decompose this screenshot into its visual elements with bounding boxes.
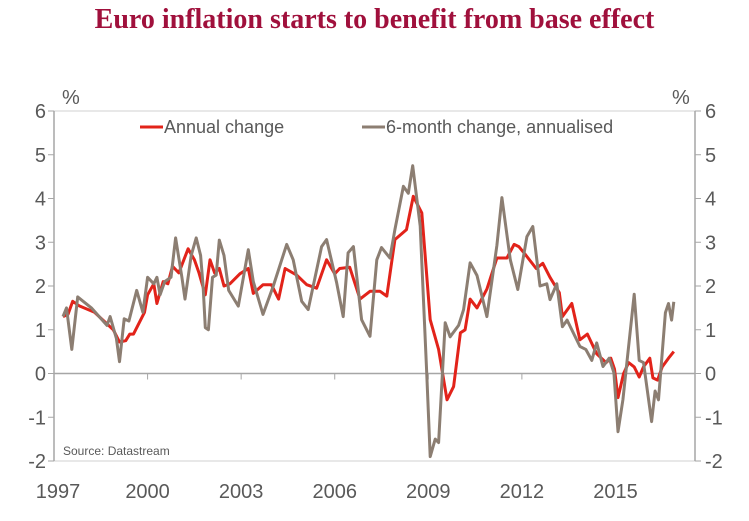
y-tick-label-left: -2 (28, 451, 46, 473)
y-tick-label-left: -1 (28, 407, 46, 429)
y-tick-label-left: 4 (35, 189, 46, 211)
series-line-annual-change (62, 194, 675, 402)
x-tick-label: 2000 (125, 481, 170, 503)
x-tick-label: 2003 (219, 481, 264, 503)
y-tick-label-left: 1 (35, 320, 46, 342)
legend-label-annual: Annual change (164, 117, 284, 137)
y-tick-label-right: 5 (705, 145, 716, 167)
y-tick-label-right: 3 (705, 232, 716, 254)
x-tick-label: 2009 (406, 481, 451, 503)
y-tick-label-right: -2 (705, 451, 723, 473)
y-tick-label-left: 5 (35, 145, 46, 167)
y-tick-label-right: 2 (705, 276, 716, 298)
x-tick-label: 2006 (312, 481, 357, 503)
y-tick-label-left: 2 (35, 276, 46, 298)
x-tick-label: 2015 (593, 481, 638, 503)
y-tick-label-right: 4 (705, 189, 716, 211)
right-axis-unit: % (672, 87, 690, 109)
legend: Annual change 6-month change, annualised (140, 117, 613, 137)
x-tick-label: 1997 (36, 481, 81, 503)
y-tick-label-right: 0 (705, 364, 716, 386)
series-line-six-month-change (61, 164, 676, 459)
y-tick-label-right: 1 (705, 320, 716, 342)
y-tick-label-left: 0 (35, 364, 46, 386)
y-tick-label-right: -1 (705, 407, 723, 429)
series-lines (61, 164, 676, 459)
chart-title: Euro inflation starts to benefit from ba… (94, 4, 655, 35)
y-tick-label-left: 3 (35, 232, 46, 254)
legend-label-six-month: 6-month change, annualised (386, 117, 613, 137)
x-tick-label: 2012 (500, 481, 545, 503)
axes: 6 6 5 5 4 4 3 3 2 2 1 1 0 0 -1 -1 -2 -2 1997 2000 2003 2006 20… (28, 101, 723, 503)
left-axis-unit: % (62, 87, 80, 109)
y-tick-label-left: 6 (35, 101, 46, 123)
y-tick-label-right: 6 (705, 101, 716, 123)
source-note: Source: Datastream (63, 444, 170, 458)
